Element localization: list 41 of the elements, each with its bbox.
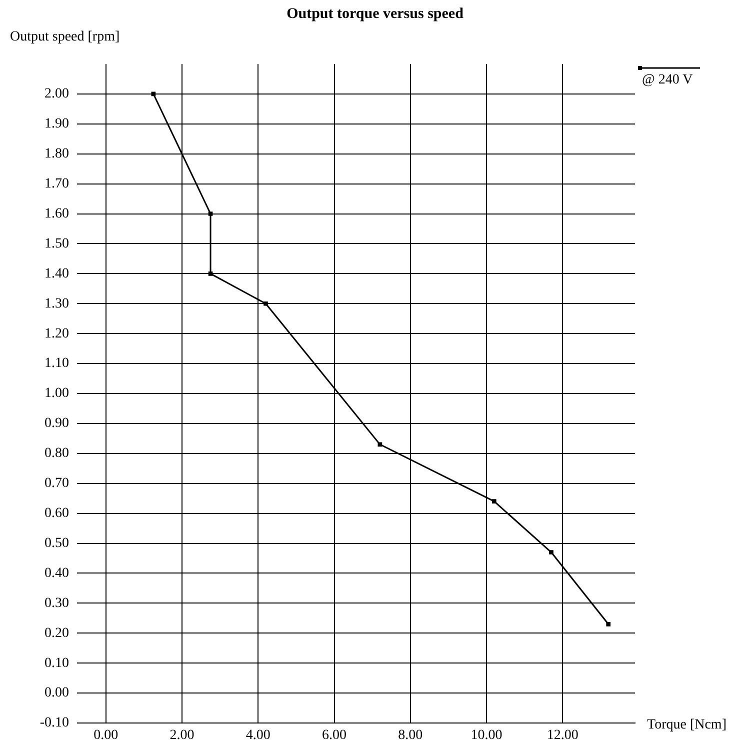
y-tick-label: 1.70 [44, 176, 69, 192]
point [208, 272, 213, 276]
point [378, 442, 382, 447]
point [606, 622, 611, 626]
y-tick-label: 0.20 [44, 626, 69, 641]
chart-title: Output torque versus speed [286, 6, 464, 22]
point [492, 499, 496, 504]
x-tick-label: 0.00 [94, 728, 118, 744]
x-tick-label: 2.00 [170, 728, 194, 744]
point [208, 212, 213, 216]
x-tick-label: 4.00 [246, 728, 270, 744]
y-tick-label: 1.10 [44, 356, 69, 372]
y-tick-label: 0.30 [44, 596, 69, 611]
y-tick-label: 1.30 [44, 296, 69, 312]
y-tick-label: 0.80 [44, 446, 69, 462]
y-tick-label: 0.10 [44, 656, 69, 671]
x-tick-label: 10.00 [470, 728, 502, 744]
y-tick-label: 0.00 [44, 686, 69, 701]
x-tick-label: 8.00 [398, 728, 423, 744]
y-tick-label: 0.40 [44, 566, 69, 581]
y-tick-label: 1.50 [44, 236, 69, 252]
y-tick-label: 0.90 [44, 416, 69, 432]
y-tick-label: -0.10 [40, 716, 69, 731]
y-axis-title: Output speed [rpm] [10, 30, 120, 45]
point [264, 301, 268, 306]
y-tick-label: 2.00 [44, 86, 69, 102]
x-tick-label: 12.00 [546, 728, 578, 744]
point [151, 92, 156, 96]
y-tick-label: 0.60 [44, 506, 69, 521]
point [549, 550, 554, 554]
x-tick-label: 6.00 [322, 728, 347, 744]
y-tick-label: 0.70 [44, 476, 69, 492]
y-tick-label: 1.40 [44, 266, 69, 282]
y-tick-label: 1.20 [44, 326, 69, 342]
legend-label: @ 240 V [642, 72, 693, 88]
y-tick-label: 0.50 [44, 536, 69, 551]
y-tick-label: 1.90 [44, 116, 69, 132]
y-tick-label: 1.80 [44, 146, 69, 162]
y-tick-label: 1.60 [44, 206, 69, 222]
x-axis-title: Torque [Ncm] [647, 718, 726, 733]
y-tick-label: 1.00 [44, 386, 69, 402]
